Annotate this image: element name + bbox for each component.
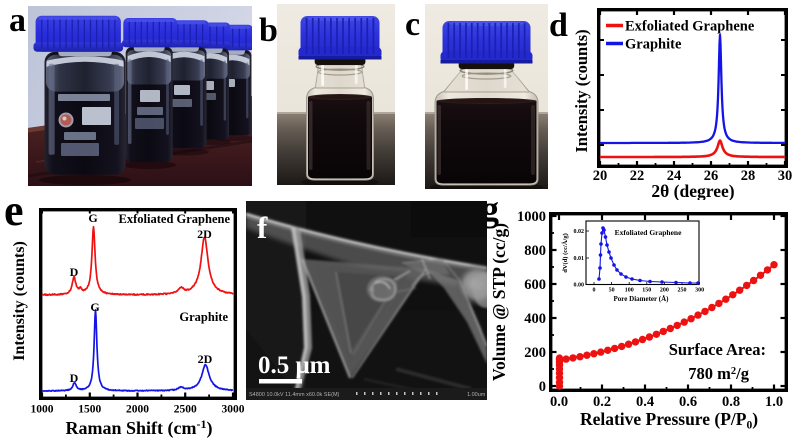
svg-text:Pore Diameter (Å): Pore Diameter (Å) [614,295,670,303]
svg-text:Exfoliated Graphene: Exfoliated Graphene [625,19,755,35]
svg-text:800: 800 [524,243,546,259]
svg-text:200: 200 [524,345,546,361]
svg-text:Relative Pressure (P/P0): Relative Pressure (P/P0) [580,409,758,432]
svg-text:1500: 1500 [78,404,101,416]
svg-text:30: 30 [778,168,793,184]
svg-text:1000: 1000 [31,404,54,416]
svg-text:Raman Shift (cm-1): Raman Shift (cm-1) [66,417,213,439]
svg-text:0.4: 0.4 [636,394,654,410]
svg-text:2500: 2500 [174,404,197,416]
svg-text:Graphite: Graphite [179,310,228,324]
svg-text:600: 600 [524,277,546,293]
svg-text:0.00: 0.00 [574,283,585,289]
svg-text:D: D [70,265,79,279]
svg-text:0.8: 0.8 [722,394,740,410]
svg-text:0: 0 [539,379,546,395]
svg-text:Graphite: Graphite [625,37,682,53]
svg-text:50: 50 [609,288,615,294]
svg-text:24: 24 [667,168,682,184]
svg-text:250: 250 [678,288,687,294]
svg-text:D: D [70,371,79,385]
svg-text:1000: 1000 [517,209,546,225]
svg-text:2D: 2D [198,352,213,366]
svg-text:2θ (degree): 2θ (degree) [651,181,734,200]
svg-text:Volume @ STP (cc/g): Volume @ STP (cc/g) [489,223,509,381]
svg-text:100: 100 [625,288,634,294]
svg-text:28: 28 [741,168,756,184]
svg-text:0.02: 0.02 [574,229,585,235]
svg-text:1.0: 1.0 [765,394,783,410]
svg-text:S4800 10.0kV 11.4mm x60.0k SE(: S4800 10.0kV 11.4mm x60.0k SE(M) [249,392,340,398]
svg-text:dV(d) (cc/Å/g): dV(d) (cc/Å/g) [561,233,569,273]
svg-text:26: 26 [704,168,719,184]
svg-text:f: f [257,210,268,245]
svg-text:Surface Area:: Surface Area: [669,340,766,359]
svg-text:Intensity (counts): Intensity (counts) [572,29,591,152]
svg-text:0.6: 0.6 [679,394,697,410]
svg-text:Exfoliated Graphene: Exfoliated Graphene [119,212,231,226]
svg-text:0.5 μm: 0.5 μm [258,352,331,379]
svg-text:3000: 3000 [222,404,245,416]
svg-text:2000: 2000 [126,404,149,416]
svg-text:0.2: 0.2 [593,394,611,410]
svg-text:1.00um: 1.00um [467,392,486,398]
svg-text:0.01: 0.01 [574,256,585,262]
svg-text:400: 400 [524,311,546,327]
svg-text:Exfoliated Graphene: Exfoliated Graphene [615,228,683,237]
svg-text:150: 150 [642,288,651,294]
svg-text:0.0: 0.0 [550,394,568,410]
svg-text:G: G [88,211,97,225]
svg-text:0: 0 [593,288,596,294]
svg-text:G: G [90,300,99,314]
svg-text:20: 20 [593,168,608,184]
svg-text:22: 22 [630,168,645,184]
svg-text:780 m2/g: 780 m2/g [688,364,749,383]
svg-text:200: 200 [660,288,669,294]
svg-text:300: 300 [695,288,704,294]
svg-text:2D: 2D [197,227,212,241]
svg-text:Intensity (counts): Intensity (counts) [11,241,28,361]
